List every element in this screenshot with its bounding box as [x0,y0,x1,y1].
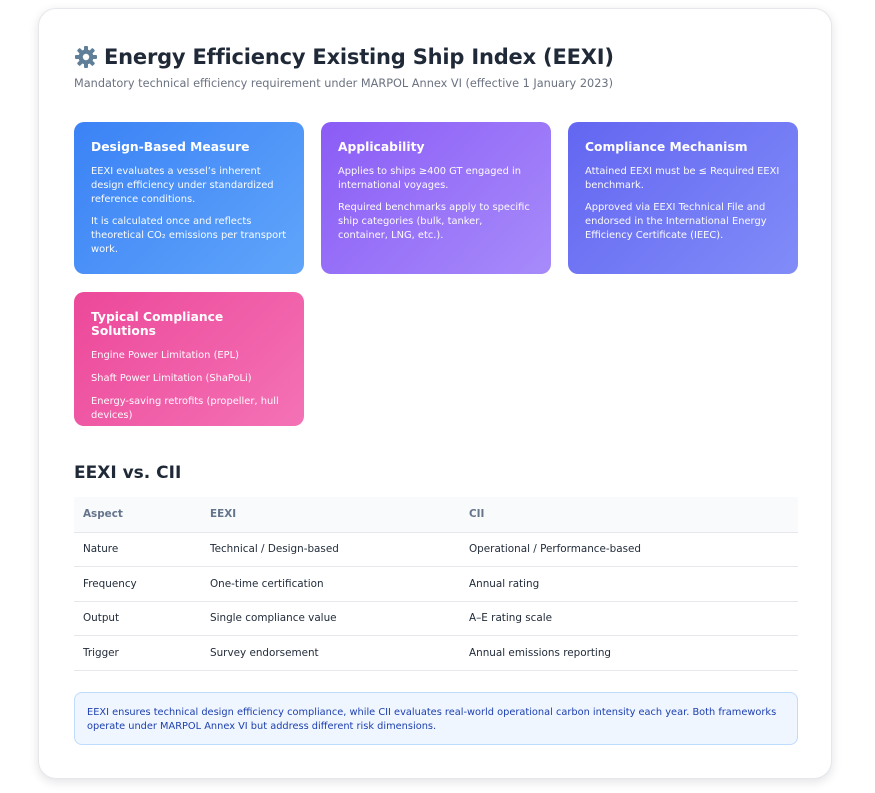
card-title: Typical Compliance Solutions [91,310,224,338]
card-title: Applicability [338,140,425,154]
table-cell: Annual rating [460,566,798,602]
main-card: Energy Efficiency Existing Ship Index (E… [38,8,832,779]
table-cell: Technical / Design-based [201,532,460,567]
title-text: Energy Efficiency Existing Ship Index (E… [104,45,614,69]
solution-item: Engine Power Limitation (EPL) [91,350,239,361]
card-text: Attained EEXI must be ≤ Required EEXI be… [585,166,780,191]
applicability-card: Applicability Applies to ships ≥400 GT e… [321,122,551,274]
solution-item: Shaft Power Limitation (ShaPoLi) [91,373,252,384]
compliance-mechanism-card: Compliance Mechanism Attained EEXI must … [568,122,798,274]
table-cell: Operational / Performance-based [460,532,798,567]
page-subtitle: Mandatory technical efficiency requireme… [74,77,613,90]
card-text: Approved via EEXI Technical File and end… [585,202,767,241]
table-cell: Output [74,601,201,636]
table-row: Output Single compliance value A–E ratin… [74,601,798,636]
comparison-title: EEXI vs. CII [74,463,182,483]
gear-icon [74,45,98,69]
table-row: Trigger Survey endorsement Annual emissi… [74,635,798,671]
table-header-row: Aspect EEXI CII [74,497,798,533]
table-cell: Annual emissions reporting [460,635,798,671]
card-title: Compliance Mechanism [585,140,748,154]
table-row: Frequency One-time certification Annual … [74,566,798,602]
card-text: Applies to ships ≥400 GT engaged in inte… [338,166,522,191]
column-header: CII [460,497,798,533]
card-text: EEXI evaluates a vessel’s inherent desig… [91,166,274,205]
table-cell: A–E rating scale [460,601,798,636]
column-header: EEXI [201,497,460,533]
solution-item: Energy-saving retrofits (propeller, hull… [91,396,279,421]
card-title: Design-Based Measure [91,140,250,154]
design-based-card: Design-Based Measure EEXI evaluates a ve… [74,122,304,274]
table-cell: One-time certification [201,566,460,602]
card-text: Required benchmarks apply to specific sh… [338,202,530,241]
table-cell: Single compliance value [201,601,460,636]
table-cell: Survey endorsement [201,635,460,671]
table-cell: Frequency [74,566,201,602]
table-cell: Nature [74,532,201,567]
comparison-table: Aspect EEXI CII Nature Technical / Desig… [74,497,798,671]
compliance-solutions-card: Typical Compliance Solutions Engine Powe… [74,292,304,426]
table-cell: Trigger [74,635,201,671]
card-text: It is calculated once and reflects theor… [91,216,287,255]
column-header: Aspect [74,497,201,533]
page-title: Energy Efficiency Existing Ship Index (E… [74,45,614,69]
table-row: Nature Technical / Design-based Operatio… [74,532,798,567]
summary-note: EEXI ensures technical design efficiency… [74,692,798,745]
